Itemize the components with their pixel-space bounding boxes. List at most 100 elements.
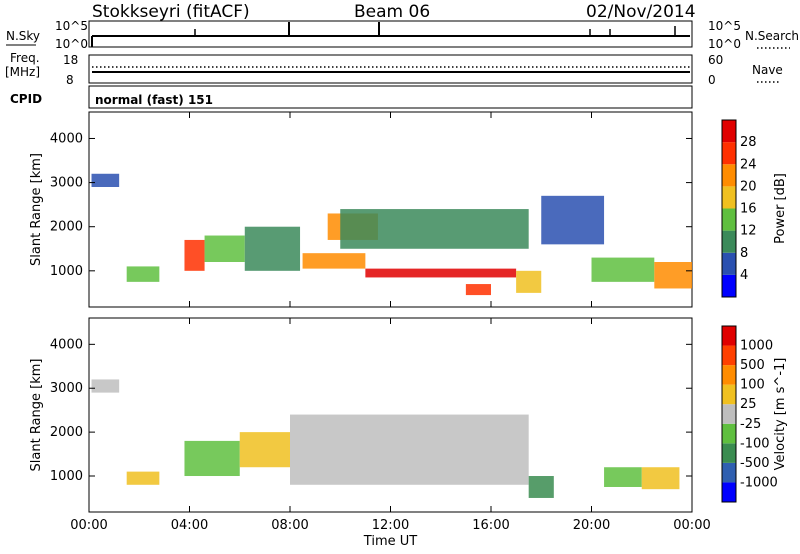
power-panel: 1000 2000 3000 4000 Slant Range [km] 4 8 12 16 20… (29, 111, 788, 308)
velocity-colorbar-tick-label: 25 (740, 397, 757, 412)
cpid-label: CPID (10, 92, 42, 106)
velocity-colorbar-swatch (722, 404, 736, 424)
velocity-data-cell (91, 379, 120, 393)
freq-panel (88, 54, 693, 84)
velocity-colorbar-swatch (722, 326, 736, 346)
velocity-data-cell (641, 467, 680, 490)
power-y-tick-label: 2000 (50, 220, 83, 235)
velocity-data-cell (126, 471, 160, 485)
power-y-axis-label: Slant Range [km] (29, 153, 44, 266)
power-colorbar-frame (721, 119, 737, 298)
power-colorbar-swatch (722, 164, 736, 187)
power-colorbar-swatch (722, 142, 736, 165)
velocity-y-axis-label: Slant Range [km] (29, 359, 44, 472)
power-colorbar-tick-label: 8 (740, 246, 748, 261)
power-colorbar-tick-label: 16 (740, 202, 757, 217)
velocity-colorbar-tick-label: -25 (740, 417, 761, 432)
power-data-cell (365, 268, 517, 278)
power-colorbar-swatch (722, 252, 736, 275)
power-y-tick-label: 1000 (50, 264, 83, 279)
noise-tick-top-right: 10^5 (708, 19, 741, 33)
velocity-colorbar-swatch (722, 423, 736, 444)
velocity-colorbar-tick-label: -500 (740, 456, 770, 471)
noise-tick-top-left: 10^5 (55, 19, 88, 33)
velocity-colorbar-frame (721, 325, 737, 503)
power-data-cell (204, 235, 245, 262)
power-data-cell (91, 173, 120, 187)
velocity-panel: 1000 2000 3000 4000 Slant Range [km] 1000 500 1… (29, 317, 788, 513)
noise-tick-bottom-right: 10^0 (708, 37, 741, 51)
power-colorbar-swatch (722, 230, 736, 253)
power-data-cell (340, 209, 529, 249)
power-colorbar-tick-label: 24 (740, 157, 757, 172)
nave-label: Nave (752, 63, 783, 77)
time-tick-label: 08:00 (271, 518, 308, 533)
date-title: 02/Nov/2014 (586, 2, 696, 22)
velocity-y-tick-label: 2000 (50, 425, 83, 440)
time-tick-label: 16:00 (472, 518, 509, 533)
power-colorbar-swatch (722, 186, 736, 209)
power-data-cell (591, 257, 655, 282)
station-title: Stokkseyri (fitACF) (92, 2, 250, 22)
power-y-tick-label: 3000 (50, 176, 83, 191)
freq-unit-label: [MHz] (5, 65, 40, 79)
velocity-data-cell (290, 414, 529, 485)
velocity-colorbar-swatch (722, 443, 736, 463)
noise-panel (88, 20, 693, 48)
power-data-cell (126, 266, 160, 282)
freq-tick-top: 18 (63, 53, 78, 67)
velocity-colorbar-tick-label: -1000 (740, 475, 778, 490)
power-data-cell (244, 226, 301, 271)
velocity-colorbar-swatch (722, 345, 736, 366)
power-colorbar-tick-label: 12 (740, 224, 757, 239)
velocity-y-tick-label: 4000 (50, 337, 83, 352)
cpid-panel (88, 85, 693, 109)
beam-title: Beam 06 (354, 2, 430, 22)
velocity-colorbar-tick-label: 500 (740, 358, 765, 373)
velocity-y-tick-label: 3000 (50, 381, 83, 396)
time-tick-label: 20:00 (573, 518, 610, 533)
time-tick-label: 04:00 (171, 518, 208, 533)
power-colorbar-label: Power [dB] (773, 173, 788, 244)
nave-tick-bottom: 0 (708, 73, 716, 87)
power-colorbar-swatch (722, 208, 736, 231)
time-tick-label: 00:00 (70, 518, 107, 533)
time-axis-label: Time UT (363, 534, 417, 549)
freq-label: Freq. (10, 51, 40, 65)
power-colorbar-swatch (722, 120, 736, 143)
velocity-colorbar-tick-label: -100 (740, 436, 770, 451)
power-data-cell (541, 195, 605, 245)
time-tick-label: 00:00 (673, 518, 710, 533)
time-tick-label: 12:00 (372, 518, 409, 533)
mode-label: normal (fast) 151 (95, 93, 213, 107)
nsky-label: N.Sky (6, 29, 40, 43)
time-axis: 00:00 04:00 08:00 12:00 16:00 20:00 00:00 Time … (70, 518, 710, 549)
power-colorbar-tick-label: 4 (740, 268, 748, 283)
power-data-cell (184, 239, 205, 271)
velocity-data-cell (528, 476, 554, 498)
noise-tick-bottom-left: 10^0 (55, 37, 88, 51)
velocity-data-cell (604, 467, 642, 487)
velocity-colorbar-swatch (722, 384, 736, 405)
power-data-cell (465, 284, 491, 296)
velocity-data-cell (184, 440, 240, 477)
power-data-cell (516, 270, 542, 293)
power-colorbar-swatch (722, 274, 736, 297)
velocity-y-tick-label: 1000 (50, 469, 83, 484)
velocity-colorbar-swatch (722, 365, 736, 385)
velocity-colorbar-label: Velocity [m s^-1] (773, 358, 788, 471)
velocity-colorbar-tick-label: 100 (740, 378, 765, 393)
power-colorbar-tick-label: 20 (740, 179, 757, 194)
velocity-colorbar-swatch (722, 462, 736, 483)
power-data-cell (302, 253, 366, 269)
nsearch-label: N.Search (745, 29, 799, 43)
velocity-data-cell (239, 432, 290, 468)
power-data-cell (654, 262, 692, 289)
velocity-colorbar-tick-label: 1000 (740, 339, 773, 354)
freq-tick-bottom: 8 (66, 73, 74, 87)
power-colorbar-tick-label: 28 (740, 135, 757, 150)
velocity-colorbar-swatch (722, 482, 736, 502)
nave-tick-top: 60 (708, 53, 723, 67)
power-y-tick-label: 4000 (50, 131, 83, 146)
